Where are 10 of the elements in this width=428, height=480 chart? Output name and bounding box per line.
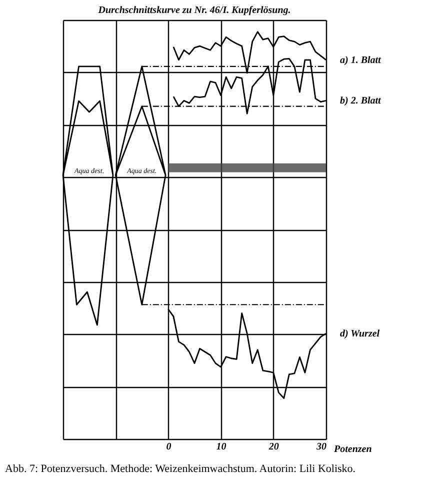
series-label: b) 2. Blatt xyxy=(340,96,382,107)
x-tick-label: 0 xyxy=(166,442,172,452)
chart-title: Durchschnittskurve zu Nr. 46/I. Kupferlösung. xyxy=(97,5,291,16)
x-tick-label: 10 xyxy=(216,442,226,452)
x-axis-title: Potenzen xyxy=(334,444,372,455)
series-label: a) 1. Blatt xyxy=(340,54,382,66)
caption: Abb. 7: Potenzversuch. Methode: Weizenkeimwachstum. Autorin: Lili Kolisko. xyxy=(5,463,356,475)
series-label: d) Wurzel xyxy=(340,328,380,340)
x-tick-label: 30 xyxy=(316,442,326,452)
x-tick-label: 20 xyxy=(268,442,279,452)
